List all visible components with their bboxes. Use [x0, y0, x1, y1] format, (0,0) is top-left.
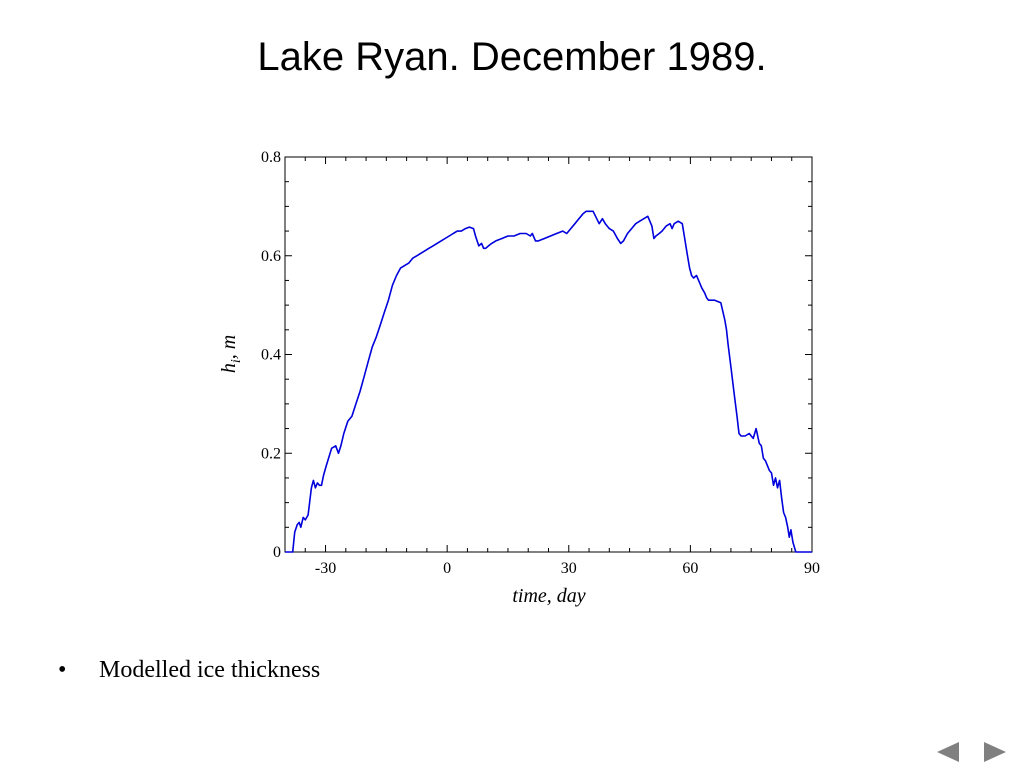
- x-tick-label: 0: [443, 560, 451, 577]
- x-tick-label: 90: [804, 560, 820, 577]
- series-line-ice-thickness: [285, 210, 812, 553]
- bullet-text: Modelled ice thickness: [99, 657, 321, 683]
- bullet-marker: •: [58, 657, 67, 683]
- next-slide-button[interactable]: [982, 740, 1008, 764]
- triangle-right-icon: [984, 742, 1006, 762]
- y-tick-label: 0: [273, 544, 281, 561]
- x-tick-label: 30: [561, 560, 577, 577]
- x-axis-title: time, day: [512, 585, 585, 607]
- y-axis-title-suffix: , m: [218, 335, 240, 359]
- tick-labels: -30 0 30 60 90 0 0.2 0.4 0.6 0.8: [261, 149, 820, 577]
- bullet-item: • Modelled ice thickness: [58, 654, 320, 686]
- series-layer: [285, 210, 812, 553]
- y-axis-title-subscript: i: [229, 359, 244, 363]
- triangle-left-icon: [937, 742, 959, 762]
- slide-title: Lake Ryan. December 1989.: [257, 35, 767, 79]
- y-tick-label: 0.4: [261, 347, 281, 364]
- x-tick-label: -30: [315, 560, 336, 577]
- y-tick-label: 0.2: [261, 445, 281, 462]
- y-tick-label: 0.8: [261, 149, 281, 166]
- previous-slide-button[interactable]: [935, 740, 961, 764]
- axis-ticks: [284, 156, 813, 553]
- plot-frame: [284, 156, 813, 553]
- y-axis-title-base: h: [218, 363, 240, 373]
- x-tick-label: 60: [682, 560, 698, 577]
- ice-thickness-chart: -30 0 30 60 90 0 0.2 0.4 0.6 0.8 time, day hi, m: [218, 149, 820, 607]
- y-axis-title: hi, m: [218, 335, 244, 373]
- y-tick-label: 0.6: [261, 248, 281, 265]
- plot-border: [284, 156, 813, 553]
